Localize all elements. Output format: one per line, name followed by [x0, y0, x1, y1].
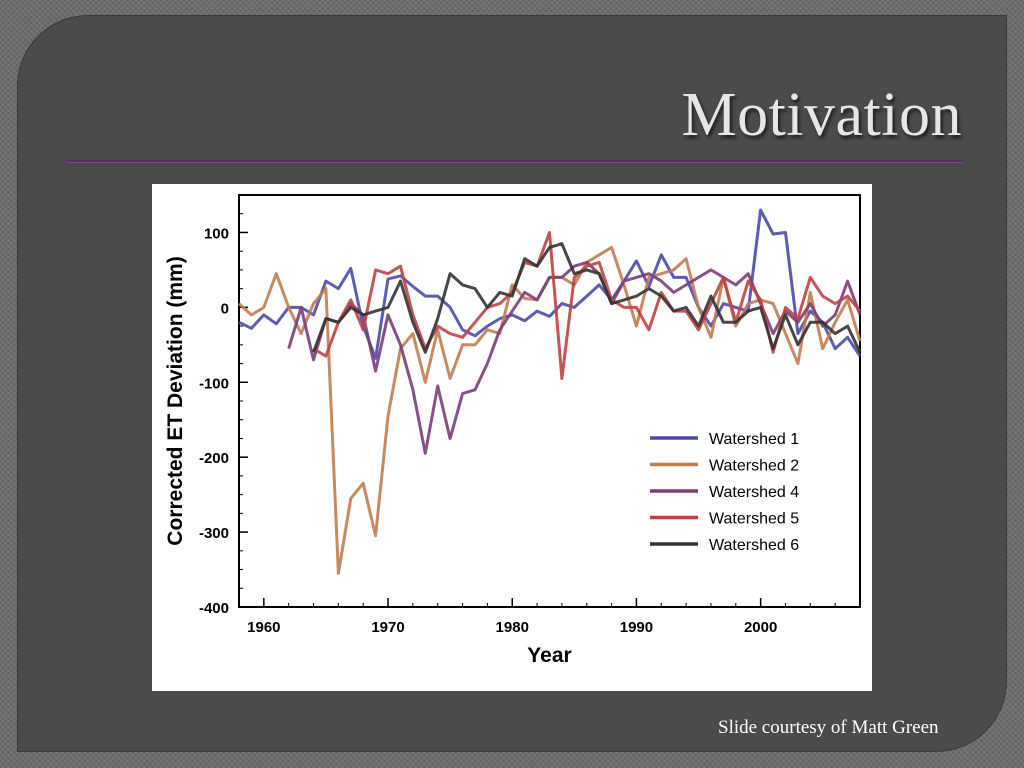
y-tick-label: -300 — [199, 525, 229, 542]
x-tick-label: 1990 — [620, 619, 653, 636]
slide-credit: Slide courtesy of Matt Green — [718, 717, 939, 738]
series-line-4 — [312, 231, 862, 380]
y-tick-label: -200 — [199, 450, 229, 467]
x-tick-label: 1980 — [496, 619, 529, 636]
x-tick-label: 1960 — [247, 619, 280, 636]
x-tick-label: 2000 — [744, 619, 777, 636]
legend-label: Watershed 5 — [709, 511, 799, 528]
y-tick-label: -400 — [199, 600, 229, 617]
line-chart: 100 0 -100 -200 -300 -400 1960 1970 1980 1990 2000… — [164, 194, 862, 667]
series-line-5 — [312, 242, 862, 354]
slide-title: Motivation — [681, 81, 962, 149]
y-tick-label: -100 — [199, 375, 229, 392]
y-tick-label: 100 — [204, 225, 229, 242]
legend-label: Watershed 1 — [709, 431, 799, 448]
series-line-1 — [238, 208, 862, 360]
legend-label: Watershed 6 — [709, 537, 799, 554]
y-tick-label: 0 — [221, 300, 229, 317]
x-tick-label: 1970 — [371, 619, 404, 636]
legend-label: Watershed 4 — [709, 484, 799, 501]
title-divider — [66, 160, 962, 163]
y-axis-label: Corrected ET Deviation (mm) — [164, 256, 187, 545]
legend-label: Watershed 2 — [709, 458, 799, 475]
x-axis-label: Year — [527, 644, 571, 667]
chart-card: 100 0 -100 -200 -300 -400 1960 1970 1980 1990 2000… — [152, 184, 872, 691]
plot-area: 100 0 -100 -200 -300 -400 1960 1970 1980 1990 2000… — [199, 194, 862, 636]
